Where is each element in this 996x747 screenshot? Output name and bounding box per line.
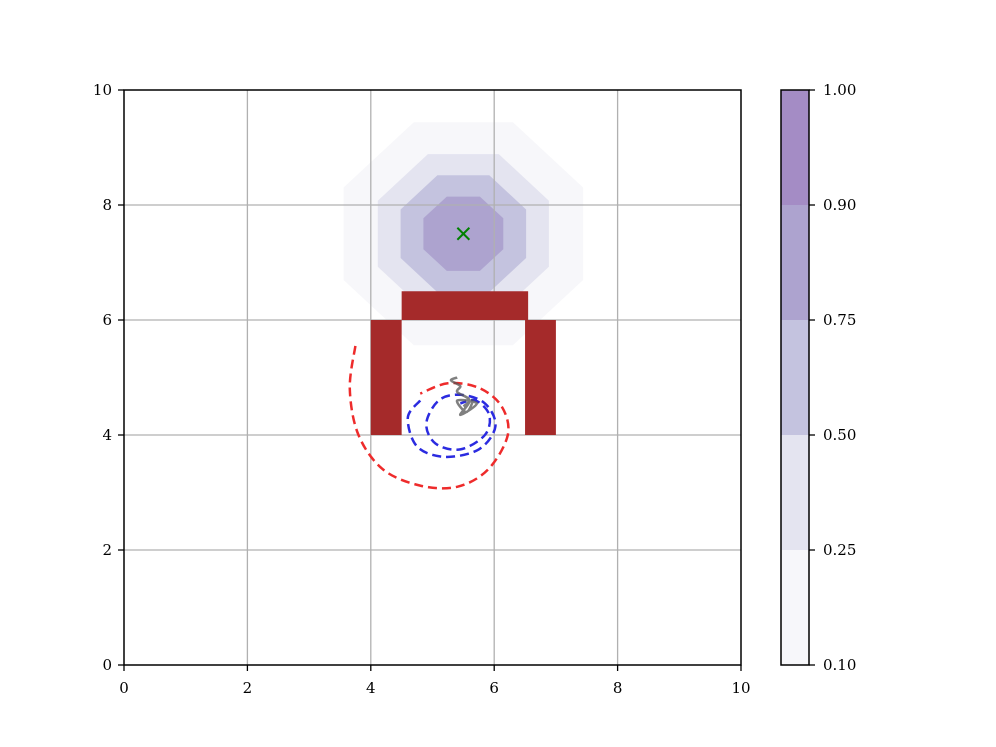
x-tick-label-10: 10	[731, 679, 750, 697]
plot-frame	[123, 89, 742, 666]
colorbar-band-4	[781, 205, 809, 320]
x-tick-label-6: 6	[489, 679, 499, 697]
trajectory-layer	[348, 345, 510, 490]
plot-area: 0 2 4 6 8 10 0 2 4 6 8 10	[93, 81, 751, 697]
colorbar-tick-label-0.50: 0.50	[823, 426, 856, 444]
colorbar-band-1	[781, 550, 809, 665]
x-tick-label-8: 8	[613, 679, 623, 697]
grid-lines	[124, 90, 741, 665]
trajectory-2	[406, 393, 497, 459]
colorbar-band-3	[781, 320, 809, 435]
obstacle-2	[525, 320, 556, 435]
colorbar-band-5	[781, 90, 809, 205]
colorbar-tick-label-0.10: 0.10	[823, 656, 856, 674]
colorbar-frame	[780, 89, 810, 666]
obstacle-1	[370, 320, 402, 435]
colorbar-ticks: 0.10 0.25 0.50 0.75 0.90 1.00	[809, 81, 856, 674]
colorbar-tick-label-1.00: 1.00	[823, 81, 856, 99]
x-tick-label-2: 2	[243, 679, 253, 697]
goal-marker-icon	[456, 227, 471, 241]
colorbar-tick-label-0.75: 0.75	[823, 311, 856, 329]
y-tick-label-4: 4	[102, 426, 112, 444]
obstacle-layer	[370, 291, 556, 435]
colorbar-bands	[781, 90, 809, 665]
colorbar-band-2	[781, 435, 809, 550]
trajectory-3	[449, 376, 479, 417]
goal-marker-layer	[456, 227, 471, 241]
obstacle-3	[401, 291, 529, 320]
trajectory-1	[348, 345, 510, 490]
x-tick-label-0: 0	[119, 679, 129, 697]
x-tick-label-4: 4	[366, 679, 376, 697]
y-tick-label-6: 6	[102, 311, 112, 329]
colorbar: 0.10 0.25 0.50 0.75 0.90 1.00	[780, 81, 856, 674]
colorbar-tick-label-0.25: 0.25	[823, 541, 856, 559]
colorbar-tick-label-0.90: 0.90	[823, 196, 856, 214]
y-tick-label-10: 10	[93, 81, 112, 99]
x-axis-ticks: 0 2 4 6 8 10	[119, 665, 751, 697]
y-tick-label-2: 2	[102, 541, 112, 559]
y-tick-label-0: 0	[102, 656, 112, 674]
y-axis-ticks: 0 2 4 6 8 10	[93, 81, 124, 674]
goal-marker-stroke-2	[456, 227, 471, 241]
y-tick-label-8: 8	[102, 196, 112, 214]
